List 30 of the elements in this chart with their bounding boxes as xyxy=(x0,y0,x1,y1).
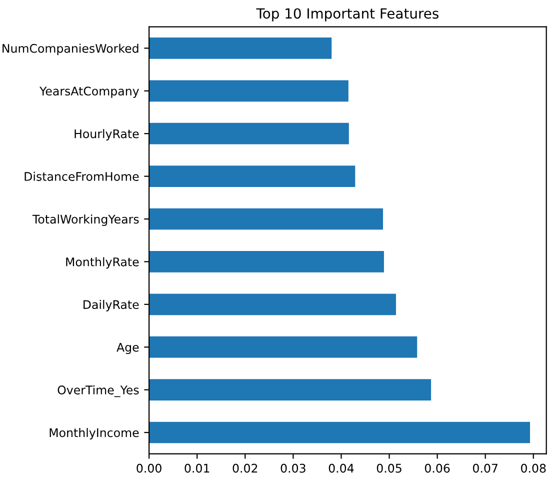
bar xyxy=(149,208,384,230)
bar xyxy=(149,80,348,102)
y-tick-label: YearsAtCompany xyxy=(40,86,139,98)
x-tick-label: 0.06 xyxy=(424,464,450,473)
bar xyxy=(149,422,530,444)
y-tick-label: NumCompaniesWorked xyxy=(2,44,138,56)
bar xyxy=(149,379,432,400)
bar xyxy=(149,122,349,144)
x-tick-label: 0.00 xyxy=(136,464,162,473)
y-tick-label: Age xyxy=(116,342,139,354)
chart-title: Top 10 Important Features xyxy=(256,8,438,22)
bar xyxy=(149,166,356,187)
y-tick-label: TotalWorkingYears xyxy=(32,214,139,226)
x-tick-label: 0.01 xyxy=(184,464,210,473)
x-tick-label: 0.08 xyxy=(521,464,546,473)
bar xyxy=(149,336,418,358)
x-tick-label: 0.04 xyxy=(328,464,354,473)
x-tick-label: 0.02 xyxy=(232,464,258,473)
x-tick-label: 0.05 xyxy=(376,464,402,473)
y-tick-label: OverTime_Yes xyxy=(58,385,139,398)
bar xyxy=(149,251,384,272)
y-tick-label: DailyRate xyxy=(84,300,139,312)
y-tick-label: HourlyRate xyxy=(74,129,139,141)
bar xyxy=(149,294,396,316)
y-tick-label: MonthlyIncome xyxy=(50,428,139,440)
y-tick-label: DistanceFromHome xyxy=(24,172,139,181)
x-tick-label: 0.07 xyxy=(472,464,498,473)
y-tick-label: MonthlyRate xyxy=(66,257,139,269)
bar xyxy=(149,38,332,59)
x-tick-label: 0.03 xyxy=(280,464,306,473)
